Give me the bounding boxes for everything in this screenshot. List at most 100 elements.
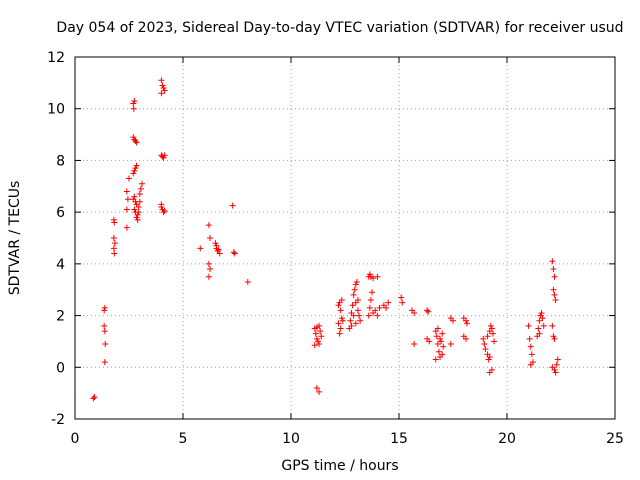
data-point bbox=[316, 322, 323, 329]
data-point bbox=[133, 162, 140, 169]
data-point bbox=[205, 222, 212, 229]
data-point bbox=[126, 175, 132, 182]
data-point bbox=[110, 245, 117, 252]
data-point bbox=[540, 322, 547, 329]
data-point bbox=[339, 317, 346, 324]
data-point bbox=[216, 250, 223, 257]
data-point bbox=[425, 308, 432, 315]
data-point bbox=[317, 328, 324, 335]
data-point bbox=[347, 317, 354, 324]
data-point bbox=[131, 97, 138, 104]
data-point bbox=[462, 317, 469, 324]
data-point bbox=[439, 330, 446, 337]
data-point bbox=[130, 134, 137, 141]
data-point bbox=[352, 320, 359, 327]
y-tick-label: 10 bbox=[47, 102, 65, 118]
data-point bbox=[536, 317, 543, 324]
data-point bbox=[123, 206, 130, 213]
data-point bbox=[486, 353, 493, 360]
data-point bbox=[212, 240, 219, 247]
data-point bbox=[197, 245, 204, 252]
data-point bbox=[124, 196, 131, 203]
data-point bbox=[411, 309, 418, 316]
data-point bbox=[337, 307, 344, 314]
data-point bbox=[111, 250, 118, 257]
y-axis-label: SDTVAR / TECUs bbox=[7, 181, 23, 296]
data-point bbox=[462, 335, 469, 342]
x-tick-label: 15 bbox=[390, 431, 408, 447]
data-point bbox=[356, 312, 363, 319]
data-point bbox=[159, 82, 166, 89]
data-point bbox=[365, 312, 372, 319]
data-point bbox=[135, 203, 142, 210]
data-point bbox=[434, 341, 441, 348]
data-point bbox=[550, 286, 557, 293]
data-point bbox=[135, 209, 142, 216]
data-point bbox=[549, 258, 556, 265]
data-point bbox=[536, 330, 543, 337]
data-point bbox=[136, 191, 143, 198]
data-point bbox=[354, 307, 361, 314]
data-point bbox=[398, 294, 405, 301]
data-point bbox=[111, 219, 118, 226]
data-point bbox=[432, 356, 439, 363]
data-point bbox=[230, 249, 237, 256]
data-point bbox=[111, 240, 118, 247]
y-tick-label: -2 bbox=[51, 412, 65, 428]
data-point bbox=[132, 165, 139, 172]
data-point bbox=[357, 317, 364, 324]
data-point bbox=[526, 335, 533, 342]
data-point bbox=[374, 273, 381, 280]
data-point bbox=[440, 343, 447, 350]
x-tick-label: 0 bbox=[71, 431, 80, 447]
data-point bbox=[350, 291, 357, 298]
data-point bbox=[489, 330, 496, 337]
data-point bbox=[136, 198, 143, 205]
data-point bbox=[130, 170, 137, 177]
data-point bbox=[207, 235, 213, 241]
data-point bbox=[550, 266, 557, 273]
data-point bbox=[134, 211, 141, 218]
data-point bbox=[527, 361, 534, 368]
data-point bbox=[354, 297, 361, 304]
data-point bbox=[366, 304, 373, 311]
y-tick-label: 8 bbox=[56, 153, 65, 169]
data-point bbox=[350, 312, 357, 319]
data-point bbox=[491, 338, 498, 345]
data-point bbox=[316, 388, 323, 395]
data-point bbox=[335, 302, 342, 309]
data-point bbox=[438, 338, 445, 345]
data-point bbox=[90, 395, 97, 402]
x-tick-label: 10 bbox=[282, 431, 300, 447]
data-point bbox=[480, 335, 487, 342]
data-point bbox=[551, 366, 558, 373]
data-point bbox=[552, 369, 559, 376]
data-point bbox=[353, 278, 360, 285]
x-tick-label: 20 bbox=[498, 431, 516, 447]
data-point bbox=[411, 341, 418, 348]
data-point bbox=[123, 188, 130, 195]
data-point bbox=[348, 322, 355, 329]
data-point bbox=[161, 152, 168, 159]
data-point bbox=[553, 361, 560, 368]
data-point bbox=[134, 216, 141, 223]
data-point bbox=[484, 333, 491, 340]
data-points bbox=[90, 77, 561, 402]
data-point bbox=[158, 77, 165, 84]
data-point bbox=[101, 322, 108, 329]
data-point bbox=[130, 100, 137, 107]
data-point bbox=[437, 335, 444, 342]
data-point bbox=[539, 315, 546, 322]
data-point bbox=[399, 299, 406, 306]
x-tick-label: 5 bbox=[179, 431, 188, 447]
data-point bbox=[101, 307, 108, 314]
data-point bbox=[132, 138, 139, 145]
data-point bbox=[207, 266, 213, 273]
data-point bbox=[485, 356, 492, 363]
data-point bbox=[316, 341, 323, 348]
data-point bbox=[138, 180, 145, 187]
data-point bbox=[383, 304, 390, 311]
data-point bbox=[130, 105, 137, 112]
data-point bbox=[488, 366, 495, 373]
data-point bbox=[133, 214, 140, 221]
